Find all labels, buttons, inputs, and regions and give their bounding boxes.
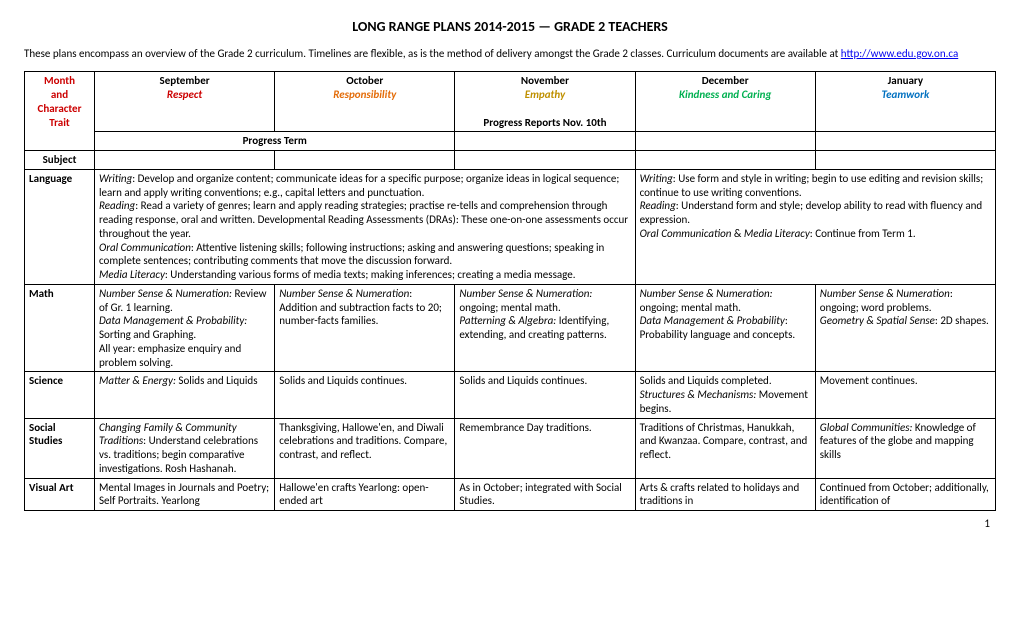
intro-link[interactable]: http://www.edu.gov.on.ca <box>841 47 958 60</box>
empty-cell <box>815 151 995 170</box>
month-label: October <box>346 74 383 87</box>
trait-label: Empathy <box>525 88 565 101</box>
intro-text: These plans encompass an overview of the… <box>24 47 841 60</box>
subject-social: Social Studies <box>25 418 95 478</box>
table-row: Social Studies Changing Family & Communi… <box>25 418 996 478</box>
social-sep: Changing Family & Community Traditions: … <box>95 418 275 478</box>
trait-label: Responsibility <box>333 88 396 101</box>
hdr-month: Month <box>44 74 75 87</box>
table-row: Subject <box>25 151 996 170</box>
math-jan: Number Sense & Numeration: ongoing; word… <box>815 284 995 372</box>
visual-oct: Hallowe'en crafts Yearlong: open-ended a… <box>275 478 455 511</box>
subject-science: Science <box>25 372 95 418</box>
science-sep: Matter & Energy: Solids and Liquids <box>95 372 275 418</box>
table-row: Science Matter & Energy: Solids and Liqu… <box>25 372 996 418</box>
math-sep: Number Sense & Numeration: Review of Gr.… <box>95 284 275 372</box>
curriculum-table: Month and Character Trait September Resp… <box>24 71 996 511</box>
visual-dec: Arts & crafts related to holidays and tr… <box>635 478 815 511</box>
progress-term-cell: Progress Term <box>95 132 455 151</box>
page-number: 1 <box>24 517 996 530</box>
math-nov: Number Sense & Numeration: ongoing; ment… <box>455 284 635 372</box>
month-oct: October Responsibility <box>275 72 455 132</box>
math-oct: Number Sense & Numeration: Addition and … <box>275 284 455 372</box>
empty-cell <box>455 151 635 170</box>
table-row: Visual Art Mental Images in Journals and… <box>25 478 996 511</box>
page-title: LONG RANGE PLANS 2014-2015 — GRADE 2 TEA… <box>24 18 996 35</box>
month-sep: September Respect <box>95 72 275 132</box>
social-oct: Thanksgiving, Hallowe'en, and Diwali cel… <box>275 418 455 478</box>
trait-label: Respect <box>167 88 202 101</box>
science-jan: Movement continues. <box>815 372 995 418</box>
table-row: Language Writing: Develop and organize c… <box>25 169 996 284</box>
progress-reports: Progress Reports Nov. 10th <box>483 116 606 129</box>
visual-nov: As in October; integrated with Social St… <box>455 478 635 511</box>
social-jan: Global Communities: Knowledge of feature… <box>815 418 995 478</box>
subject-visual-art: Visual Art <box>25 478 95 511</box>
header-month-trait: Month and Character Trait <box>25 72 95 151</box>
language-term1: Writing: Develop and organize content; c… <box>95 169 636 284</box>
month-label: December <box>702 74 749 87</box>
empty-cell <box>275 151 455 170</box>
empty-cell <box>635 132 815 151</box>
science-nov: Solids and Liquids continues. <box>455 372 635 418</box>
trait-label: Teamwork <box>882 88 930 101</box>
visual-jan: Continued from October; additionally, id… <box>815 478 995 511</box>
intro-paragraph: These plans encompass an overview of the… <box>24 47 996 61</box>
table-row: Progress Term <box>25 132 996 151</box>
social-dec: Traditions of Christmas, Hanukkah, and K… <box>635 418 815 478</box>
month-dec: December Kindness and Caring <box>635 72 815 132</box>
social-nov: Remembrance Day traditions. <box>455 418 635 478</box>
month-jan: January Teamwork <box>815 72 995 132</box>
empty-cell <box>95 151 275 170</box>
hdr-trait: Trait <box>49 116 70 129</box>
month-label: January <box>888 74 923 87</box>
math-dec: Number Sense & Numeration: ongoing; ment… <box>635 284 815 372</box>
subject-header: Subject <box>25 151 95 170</box>
subject-math: Math <box>25 284 95 372</box>
month-label: September <box>160 74 210 87</box>
science-oct: Solids and Liquids continues. <box>275 372 455 418</box>
table-row: Month and Character Trait September Resp… <box>25 72 996 132</box>
visual-sep: Mental Images in Journals and Poetry; Se… <box>95 478 275 511</box>
month-nov: November Empathy Progress Reports Nov. 1… <box>455 72 635 132</box>
empty-cell <box>815 132 995 151</box>
table-row: Math Number Sense & Numeration: Review o… <box>25 284 996 372</box>
language-term2: Writing: Use form and style in writing; … <box>635 169 995 284</box>
empty-cell <box>635 151 815 170</box>
hdr-and: and <box>51 88 68 101</box>
empty-cell <box>455 132 635 151</box>
month-label: November <box>521 74 569 87</box>
trait-label: Kindness and Caring <box>679 88 771 101</box>
hdr-character: Character <box>38 102 82 115</box>
subject-language: Language <box>25 169 95 284</box>
science-dec: Solids and Liquids completed.Structures … <box>635 372 815 418</box>
